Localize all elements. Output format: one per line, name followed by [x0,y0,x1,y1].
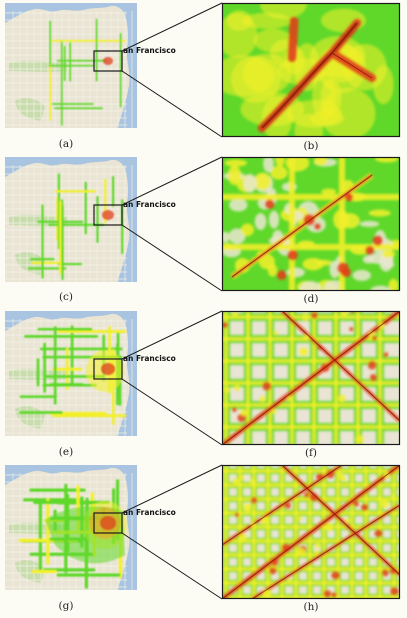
caption-b: (b) [291,140,331,152]
overview-map-0: an Francisco [5,3,176,128]
detail-heatmap-0 [212,0,400,148]
city-label: an Francisco [123,46,176,55]
city-label: an Francisco [123,200,176,209]
city-label: an Francisco [123,354,176,363]
caption-h: (h) [291,601,331,613]
overview-map-2: an Francisco [5,311,176,436]
caption-d: (d) [291,293,331,305]
caption-f: (f) [291,447,331,459]
city-label: an Francisco [123,508,176,517]
detail-heatmap-2 [221,309,400,445]
detail-heatmap-3 [222,465,400,599]
caption-c: (c) [46,291,86,303]
overview-map-1: an Francisco [5,157,176,282]
overview-map-3: an Francisco [5,465,176,590]
detail-heatmap-1 [221,148,406,299]
heat-layer [221,309,400,445]
caption-e: (e) [46,446,86,458]
caption-g: (g) [46,600,86,612]
caption-a: (a) [46,138,86,150]
